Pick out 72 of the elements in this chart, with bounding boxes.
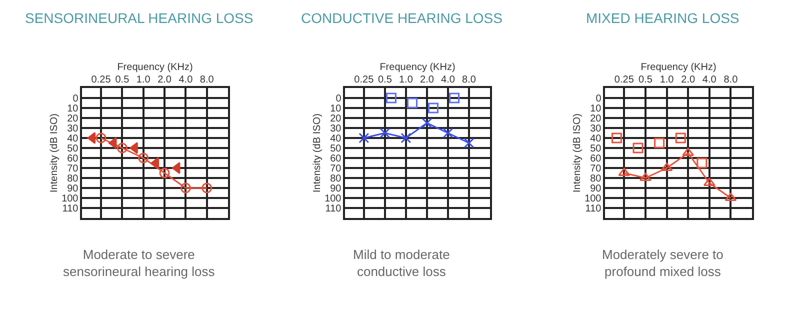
x-tick-label: 4.0: [441, 74, 456, 86]
x-tick-label: 1.0: [398, 74, 414, 86]
y-tick-label: 0: [596, 94, 602, 104]
text: Mild to moderate conductive loss: [353, 247, 450, 279]
chart-title: MIXED HEARING LOSS: [586, 10, 740, 26]
x-axis-title: Frequency (KHz): [640, 62, 716, 73]
y-tick-label: 50: [590, 144, 602, 154]
x-tick-label: 0.25: [614, 74, 634, 86]
y-tick-label: 90: [67, 184, 79, 194]
y-tick-label: 10: [330, 104, 342, 114]
point: [380, 128, 390, 138]
x-tick-label: 2.0: [681, 74, 696, 86]
y-tick-label: 90: [330, 184, 342, 194]
point: [358, 132, 370, 144]
x-tick-label: 4.0: [702, 74, 717, 86]
y-tick-label: 60: [590, 154, 602, 164]
y-tick-label: 50: [67, 144, 79, 154]
y-tick-label: 60: [67, 154, 79, 164]
y-tick-label: 10: [590, 104, 602, 114]
y-tick-label: 90: [590, 184, 602, 194]
y-axis-title: Intensity (dB ISO): [572, 114, 584, 192]
x-tick-label: 4.0: [178, 74, 194, 86]
y-tick-label: 70: [330, 164, 342, 174]
y-tick-label: 50: [330, 144, 342, 154]
text: Moderately severe to profound mixed loss: [602, 247, 724, 279]
x-tick-label: 2.0: [420, 74, 434, 86]
x-tick-label: 8.0: [462, 74, 476, 86]
point: [422, 118, 432, 128]
y-axis-title: Intensity (dB ISO): [49, 114, 60, 192]
x-tick-label: 8.0: [200, 74, 214, 86]
y-tick-label: 110: [585, 204, 602, 214]
text: Moderate to severe sensorineural hearing loss: [63, 247, 216, 279]
chart-title: CONDUCTIVE HEARING LOSS: [301, 10, 502, 26]
point: [442, 128, 454, 138]
y-tick-label: 70: [590, 164, 602, 174]
x-tick-label: 0.5: [638, 74, 653, 86]
chart-title: SENSORINEURAL HEARING LOSS: [25, 10, 254, 26]
x-tick-label: 0.25: [91, 74, 112, 86]
x-tick-label: 0.25: [354, 74, 374, 86]
x-axis-title: Frequency (KHz): [117, 62, 193, 73]
point: [464, 138, 474, 148]
y-tick-label: 60: [330, 154, 342, 164]
y-tick-label: 0: [336, 94, 342, 104]
y-tick-label: 10: [67, 104, 79, 114]
y-axis-title: Intensity (dB ISO): [312, 114, 324, 192]
y-tick-label: 20: [67, 114, 79, 124]
y-tick-label: 30: [67, 124, 79, 134]
y-tick-label: 20: [330, 114, 342, 124]
y-tick-label: 100: [584, 194, 602, 204]
x-tick-label: 0.5: [115, 74, 130, 86]
x-axis-title: Frequency (KHz): [380, 62, 456, 73]
y-tick-label: 30: [590, 124, 602, 134]
y-tick-label: 30: [330, 124, 342, 134]
y-tick-label: 20: [590, 114, 602, 124]
y-tick-label: 100: [324, 194, 342, 204]
x-tick-label: 1.0: [136, 74, 151, 86]
y-tick-label: 110: [62, 204, 79, 214]
point: [400, 132, 412, 144]
x-tick-label: 1.0: [660, 74, 674, 86]
x-tick-label: 8.0: [724, 74, 738, 86]
y-tick-label: 110: [325, 204, 342, 214]
y-tick-label: 80: [330, 174, 342, 184]
x-tick-label: 2.0: [158, 74, 172, 86]
y-tick-label: 40: [330, 134, 342, 144]
x-tick-label: 0.5: [378, 74, 392, 86]
y-tick-label: 40: [590, 134, 602, 144]
y-tick-label: 80: [67, 174, 79, 184]
y-tick-label: 100: [62, 194, 79, 204]
y-tick-label: 40: [67, 134, 79, 144]
y-tick-label: 80: [590, 174, 602, 184]
y-tick-label: 0: [72, 94, 79, 104]
y-tick-label: 70: [67, 164, 79, 174]
